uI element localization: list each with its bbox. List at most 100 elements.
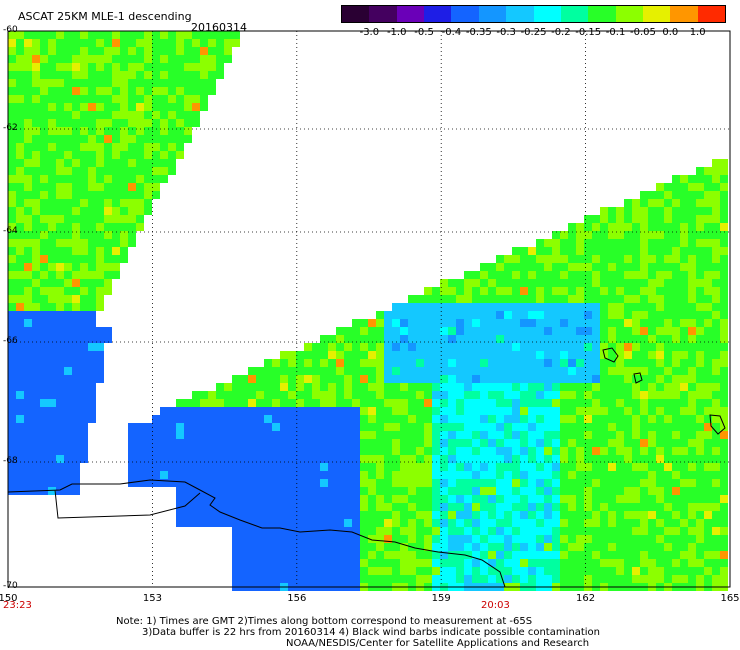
- data-pixel: [64, 471, 72, 479]
- data-pixel: [424, 575, 432, 583]
- data-pixel: [88, 239, 96, 247]
- data-pixel: [688, 559, 696, 567]
- data-pixel: [424, 463, 432, 471]
- colorbar-segment: [396, 6, 425, 22]
- data-pixel: [512, 439, 520, 447]
- data-pixel: [136, 431, 144, 439]
- data-pixel: [176, 423, 184, 431]
- data-pixel: [528, 503, 536, 511]
- data-pixel: [560, 351, 568, 359]
- data-pixel: [304, 407, 312, 415]
- data-pixel: [640, 319, 648, 327]
- data-pixel: [632, 231, 640, 239]
- data-pixel: [32, 247, 40, 255]
- data-pixel: [648, 479, 656, 487]
- data-pixel: [280, 455, 288, 463]
- data-pixel: [216, 511, 224, 519]
- data-pixel: [464, 527, 472, 535]
- data-pixel: [640, 535, 648, 543]
- data-pixel: [280, 479, 288, 487]
- data-pixel: [248, 575, 256, 583]
- data-pixel: [200, 463, 208, 471]
- data-pixel: [336, 511, 344, 519]
- data-pixel: [120, 143, 128, 151]
- data-pixel: [552, 503, 560, 511]
- data-pixel: [152, 191, 160, 199]
- data-pixel: [640, 343, 648, 351]
- data-pixel: [408, 415, 416, 423]
- data-pixel: [56, 287, 64, 295]
- data-pixel: [192, 511, 200, 519]
- data-pixel: [56, 311, 64, 319]
- data-pixel: [368, 383, 376, 391]
- data-pixel: [360, 543, 368, 551]
- data-pixel: [40, 111, 48, 119]
- data-pixel: [392, 535, 400, 543]
- data-pixel: [256, 423, 264, 431]
- data-pixel: [488, 567, 496, 575]
- data-pixel: [672, 199, 680, 207]
- data-pixel: [400, 439, 408, 447]
- data-pixel: [304, 415, 312, 423]
- data-pixel: [624, 455, 632, 463]
- data-pixel: [664, 343, 672, 351]
- data-pixel: [696, 199, 704, 207]
- data-pixel: [720, 351, 728, 359]
- data-pixel: [32, 135, 40, 143]
- data-pixel: [200, 439, 208, 447]
- data-pixel: [64, 287, 72, 295]
- data-pixel: [584, 495, 592, 503]
- data-pixel: [720, 215, 728, 223]
- data-pixel: [232, 511, 240, 519]
- data-pixel: [576, 391, 584, 399]
- data-pixel: [584, 407, 592, 415]
- data-pixel: [24, 231, 32, 239]
- data-pixel: [448, 519, 456, 527]
- data-pixel: [488, 575, 496, 583]
- data-pixel: [688, 431, 696, 439]
- data-pixel: [240, 423, 248, 431]
- data-pixel: [552, 519, 560, 527]
- data-pixel: [424, 383, 432, 391]
- data-pixel: [664, 271, 672, 279]
- data-pixel: [56, 39, 64, 47]
- data-pixel: [608, 223, 616, 231]
- longitude-tick-label: 159: [431, 593, 451, 604]
- data-pixel: [624, 463, 632, 471]
- data-pixel: [64, 71, 72, 79]
- data-pixel: [352, 335, 360, 343]
- data-pixel: [216, 487, 224, 495]
- data-pixel: [608, 351, 616, 359]
- data-pixel: [248, 399, 256, 407]
- data-pixel: [472, 303, 480, 311]
- data-pixel: [184, 455, 192, 463]
- data-pixel: [48, 63, 56, 71]
- data-pixel: [448, 375, 456, 383]
- data-pixel: [24, 327, 32, 335]
- data-pixel: [272, 575, 280, 583]
- data-pixel: [336, 391, 344, 399]
- data-pixel: [488, 359, 496, 367]
- data-pixel: [624, 391, 632, 399]
- data-pixel: [456, 279, 464, 287]
- data-pixel: [416, 391, 424, 399]
- data-pixel: [536, 247, 544, 255]
- data-pixel: [592, 471, 600, 479]
- data-pixel: [136, 127, 144, 135]
- data-pixel: [488, 543, 496, 551]
- data-pixel: [72, 31, 80, 39]
- data-pixel: [624, 487, 632, 495]
- data-pixel: [72, 279, 80, 287]
- data-pixel: [304, 519, 312, 527]
- data-pixel: [408, 359, 416, 367]
- data-pixel: [648, 351, 656, 359]
- data-pixel: [536, 511, 544, 519]
- data-pixel: [128, 447, 136, 455]
- data-pixel: [560, 295, 568, 303]
- data-pixel: [32, 183, 40, 191]
- data-pixel: [664, 447, 672, 455]
- data-pixel: [672, 495, 680, 503]
- data-pixel: [520, 335, 528, 343]
- data-pixel: [400, 311, 408, 319]
- data-pixel: [56, 87, 64, 95]
